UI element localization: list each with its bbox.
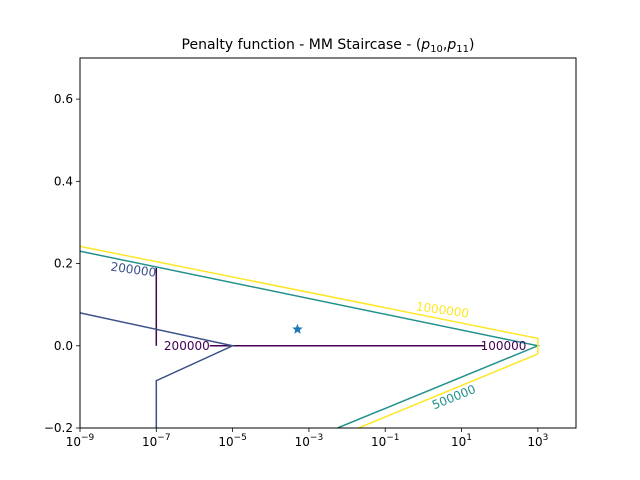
chart-title: Penalty function - MM Staircase - (p10,p… [182,37,475,55]
x-tick-label-5: 101 [451,433,472,449]
contour-label-0: 200000 [110,260,157,280]
y-tick-label-1: 0.0 [54,339,73,353]
x-tick-label-0: 10−9 [66,433,95,449]
y-tick-label-0: −0.2 [44,421,73,435]
x-tick-label-6: 103 [527,433,548,449]
x-tick-label-1: 10−7 [142,433,171,449]
y-tick-label-3: 0.4 [54,174,73,188]
star-marker [292,323,303,334]
plot-frame [79,57,577,429]
contour-line-200000-0 [80,312,235,428]
x-axis: 10−9 10−7 10−5 10−3 10−1 101 103 [66,428,548,449]
y-tick-label-4: 0.6 [54,92,73,106]
contour-line-1000000-0 [80,245,539,428]
marker-layer [292,323,303,334]
contour-layer [80,245,541,428]
contour-label-1: 200000 [164,339,210,353]
x-tick-label-3: 10−3 [295,433,324,449]
x-tick-label-4: 10−1 [371,433,400,449]
x-tick-label-2: 10−5 [218,433,247,449]
y-axis: −0.2 0.0 0.2 0.4 0.6 [44,92,80,435]
y-tick-label-2: 0.2 [54,257,73,271]
contour-label-2: 100000 [481,339,527,353]
